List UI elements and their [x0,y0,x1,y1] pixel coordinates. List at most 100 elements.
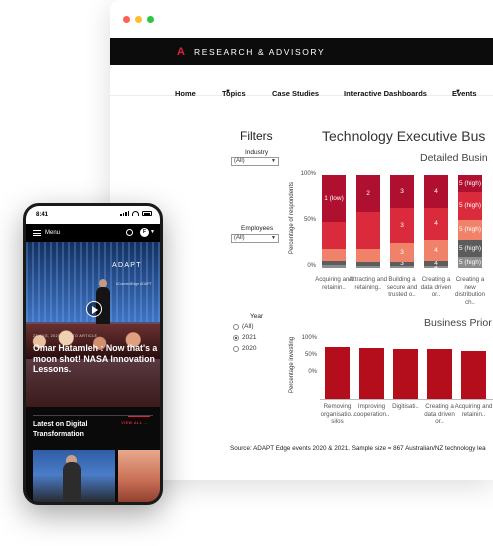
year-option-2020[interactable]: 2020 [233,345,256,352]
bar-segment-label: 5 (high) [458,226,482,234]
battery-icon [142,211,152,216]
stacked-bar[interactable]: 3 3 3 3 [390,175,414,268]
bar-segment[interactable] [356,212,380,250]
article-meta: 27 AUG, 2021 · GO TO ARTICLE [33,334,98,338]
bar-segment[interactable]: 5 (high) [458,219,482,241]
bar[interactable] [461,350,486,399]
browser-window: A RESEARCH & ADVISORY Home Topics ▼ Case … [110,0,493,480]
chart-2-ytick: 100% [301,335,317,341]
stacked-bar[interactable]: 2 [356,175,380,268]
bar-segment[interactable] [322,249,346,261]
hamburger-menu-icon[interactable] [33,230,41,236]
chevron-down-icon: ▼ [271,235,276,241]
speaker-image [66,455,77,466]
adapt-logo-icon[interactable]: A [177,45,185,58]
status-time: 8:41 [36,212,49,218]
bar-segment[interactable] [356,266,380,268]
bar-segment[interactable]: 4 [424,240,448,261]
bar-segment[interactable] [322,221,346,250]
chart-2-ytick: 0% [308,369,317,375]
divider [128,416,150,417]
year-label: Year [250,313,264,320]
bar-segment[interactable] [356,249,380,263]
x-category-label: Removing organisatio.. silos [320,403,355,425]
speaker-image [63,462,81,502]
bar-segment-label: 4 [434,187,438,195]
menu-label[interactable]: Menu [45,230,61,236]
bar-segment[interactable] [322,260,346,266]
bar-segment[interactable]: 3 [390,175,414,208]
article-headline[interactable]: Omar Hatamleh : Now that's a moon shot! … [33,343,158,374]
x-category-label: Creating a data driven or.. [420,276,452,298]
bar-segment[interactable]: 5 (high) [458,175,482,192]
bar-segment-label: 3 [400,260,404,268]
speaker-image [96,287,110,327]
year-option-all[interactable]: (All) [233,323,254,330]
x-category-label: Creating a data driven or.. [424,403,455,425]
browser-chrome [110,0,493,38]
x-category-label: Creating a new distribution ch.. [455,276,485,306]
bar-segment[interactable]: 4 [424,260,448,267]
year-option-2021[interactable]: 2021 [233,334,256,341]
x-category-label: Building a secure and trusted o.. [386,276,418,298]
chart-2-ytick: 50% [304,352,317,358]
bar-segment[interactable]: 5 (high) [458,191,482,220]
bar-segment[interactable]: 4 [424,207,448,241]
source-note: Source: ADAPT Edge events 2020 & 2021. S… [230,445,486,452]
article-thumbnail[interactable] [33,450,115,502]
article-thumbnail[interactable] [118,450,160,502]
x-category-label: Attracting and retaining.. [348,276,388,291]
bar-segment[interactable]: 3 [390,207,414,243]
employees-label: Employees [241,225,274,232]
speaker-image [99,279,107,288]
bar[interactable] [427,349,452,399]
bar-segment-label: 5 (high) [458,244,482,252]
x-category-label: Digitisati.. [392,403,419,410]
bar-segment[interactable] [390,266,414,268]
stacked-bar[interactable]: 1 (low) [322,175,346,268]
radio-checked-icon [233,334,239,341]
minimize-window-button[interactable] [135,16,142,23]
maximize-window-button[interactable] [147,16,154,23]
bar[interactable] [359,347,384,399]
view-all-link[interactable]: VIEW ALL → [121,421,148,425]
latest-section-title: Latest on Digital Transformation [33,421,88,438]
play-icon[interactable] [86,301,102,317]
x-category-label: Acquiring and retainin.. [315,276,353,291]
bar-segment[interactable]: 4 [424,175,448,208]
site-title: RESEARCH & ADVISORY [193,46,326,57]
phone-nav-bar: Menu F ▼ [26,224,160,242]
chart-2-title: Business Prior [424,317,492,329]
divider [33,415,153,416]
bar-segment[interactable]: 5 (high) [458,240,482,257]
bar-segment-label: 3 [400,187,404,195]
bar-segment[interactable]: 2 [356,175,380,213]
user-avatar-icon[interactable]: F [140,228,149,237]
bar-segment[interactable]: 3 [390,260,414,268]
bar-segment[interactable]: 5 (high) [458,256,482,268]
radio-icon [233,345,239,352]
close-window-button[interactable] [123,16,130,23]
x-category-label: Acquiring and retainin.. [454,403,493,418]
bar-segment-label: 4 [434,246,438,254]
phone-mockup: 8:41 Menu F ▼ ADAPT #ConnectEdge ADAPT 2… [23,203,163,505]
x-category-label: Improving cooperation.. [353,403,390,418]
bar-segment[interactable] [356,262,380,267]
chart-1-ylabel: Percentage of respondents [289,181,295,254]
employees-select[interactable]: (All) ▼ [231,234,279,243]
bar-segment[interactable]: 1 (low) [322,175,346,222]
chevron-down-icon[interactable]: ▼ [150,229,155,235]
search-icon[interactable] [126,229,133,236]
industry-label: Industry [245,149,269,156]
bar-segment[interactable]: 3 [390,242,414,262]
bar[interactable] [325,347,350,399]
chart-1-title: Detailed Busin [420,152,488,164]
bar[interactable] [393,348,418,399]
industry-select[interactable]: (All) ▼ [231,157,279,166]
hero-article[interactable]: ADAPT #ConnectEdge ADAPT 27 AUG, 2021 · … [26,242,160,407]
stage-image [26,324,160,359]
bar-segment[interactable]: 4 [424,264,448,271]
stacked-bar[interactable]: 5 (high) 5 (high) 5 (high) 5 (high) 5 (high) [458,175,482,268]
bar-segment[interactable] [322,265,346,268]
